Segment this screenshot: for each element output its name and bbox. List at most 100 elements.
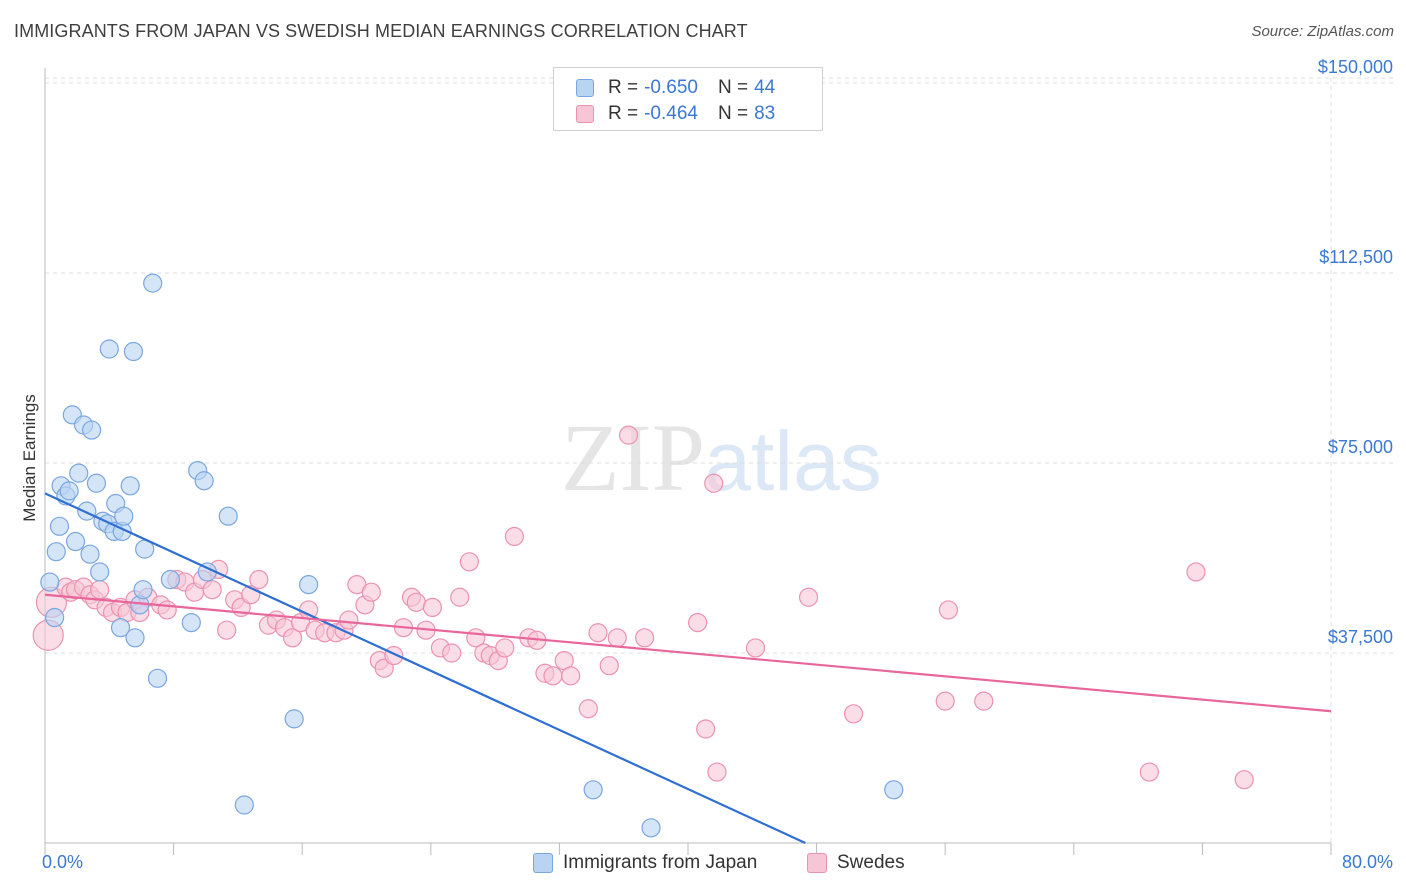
legend-r-label: R =: [608, 103, 639, 124]
swedes-point: [249, 569, 269, 590]
legend-row-japan: R = -0.650 N = 44: [576, 76, 781, 100]
japan-point: [143, 273, 163, 293]
watermark-atlas: atlas: [704, 414, 881, 508]
swedes-point: [90, 580, 110, 600]
swedes-point: [422, 597, 443, 618]
japan-point: [90, 562, 110, 582]
swedes-point: [607, 628, 627, 648]
swedes-point: [935, 691, 955, 711]
y-tick-label: $112,500: [1319, 247, 1393, 267]
series-legend-swatch-japan: [533, 853, 553, 873]
legend-row-swedes: R = -0.464 N = 83: [576, 102, 781, 126]
japan-point: [120, 476, 140, 496]
series-legend-label-swedes: Swedes: [837, 852, 905, 873]
watermark-zip: ZIP: [561, 404, 705, 511]
swedes-point: [374, 658, 394, 678]
legend-n-label: N =: [717, 77, 749, 98]
japan-point: [147, 668, 168, 688]
series-legend-label-japan: Immigrants from Japan: [563, 852, 758, 873]
trend-lines: [44, 492, 1332, 844]
swedes-point: [938, 600, 959, 620]
japan-point: [110, 618, 131, 638]
swedes-point: [704, 473, 724, 493]
swedes-point: [634, 628, 655, 648]
japan-point: [69, 463, 89, 483]
japan-point: [77, 501, 97, 521]
swedes-point: [157, 600, 177, 620]
japan-point: [234, 795, 254, 815]
chart-title: IMMIGRANTS FROM JAPAN VS SWEDISH MEDIAN …: [14, 21, 748, 41]
swedes-point: [543, 666, 563, 686]
swedes-point: [578, 699, 598, 719]
swedes-trend-line: [44, 593, 1332, 713]
japan-point: [86, 473, 107, 493]
y-tick-label: $37,500: [1328, 627, 1393, 647]
japan-point: [65, 531, 86, 552]
y-tick-label: $75,000: [1328, 437, 1393, 457]
legend-n-value: 44: [754, 77, 776, 98]
watermark: ZIP atlas: [561, 404, 882, 511]
legend-r-value: -0.650: [644, 77, 698, 98]
japan-point: [99, 339, 119, 359]
swedes-point: [1234, 770, 1254, 790]
japan-point: [299, 574, 319, 595]
japan-trend-line: [44, 492, 806, 844]
japan-point: [284, 709, 304, 729]
swedes-point: [339, 610, 359, 630]
series-legend-swedes: Swedes: [807, 852, 905, 874]
swedes-point: [282, 628, 303, 648]
swedes-point: [618, 425, 639, 445]
series-legend: Immigrants from Japan Swedes: [0, 852, 1406, 878]
swedes-point: [588, 623, 608, 643]
legend-n-label: N =: [717, 103, 749, 124]
swedes-point: [361, 582, 381, 602]
swedes-point: [696, 719, 716, 739]
swedes-point: [202, 580, 222, 600]
swedes-point: [745, 638, 766, 658]
swedes-point: [406, 592, 426, 612]
japan-point: [80, 544, 100, 564]
swedes-point: [504, 526, 524, 547]
japan-point: [181, 612, 201, 633]
swedes-point: [707, 762, 727, 782]
legend-swatch-japan: [576, 79, 594, 97]
swedes-point: [688, 612, 708, 633]
swedes-point: [974, 691, 994, 711]
swedes-point: [442, 643, 462, 663]
japan-point: [884, 780, 904, 800]
swedes-point: [495, 638, 515, 658]
swedes-point: [561, 666, 581, 686]
japan-point: [133, 580, 153, 600]
swedes-point: [459, 552, 479, 572]
legend-n-value: 83: [754, 103, 776, 124]
swedes-point: [299, 600, 319, 620]
japan-point: [40, 572, 60, 592]
correlation-legend: R = -0.650 N = 44 R = -0.464 N = 83: [553, 67, 823, 131]
axes: [44, 68, 1332, 855]
swedes-point: [599, 656, 619, 676]
y-tick-labels: $37,500 $75,000 $112,500 $150,000: [1318, 57, 1393, 647]
japan-point: [218, 506, 238, 526]
series-legend-japan: Immigrants from Japan: [533, 852, 757, 874]
japan-point: [82, 420, 102, 440]
swedes-point: [217, 620, 237, 640]
y-tick-label: $150,000: [1318, 57, 1393, 77]
japan-point: [123, 341, 144, 362]
swedes-point: [1139, 762, 1159, 782]
swedes-point: [798, 587, 819, 607]
japan-point: [46, 542, 66, 562]
source-label: Source: ZipAtlas.com: [1251, 23, 1394, 40]
japan-point: [45, 607, 65, 628]
japan-point: [125, 628, 145, 648]
legend-r-value: -0.464: [644, 103, 698, 124]
series-legend-swatch-swedes: [807, 853, 827, 873]
japan-point: [59, 481, 79, 501]
swedes-point: [843, 704, 864, 724]
legend-swatch-swedes: [576, 105, 594, 123]
japan-point: [160, 569, 180, 590]
swedes-point: [1186, 562, 1206, 582]
x-tick-label-max: 80.0%: [1341, 852, 1393, 872]
legend-r-label: R =: [608, 77, 639, 98]
swedes-point: [450, 587, 470, 607]
